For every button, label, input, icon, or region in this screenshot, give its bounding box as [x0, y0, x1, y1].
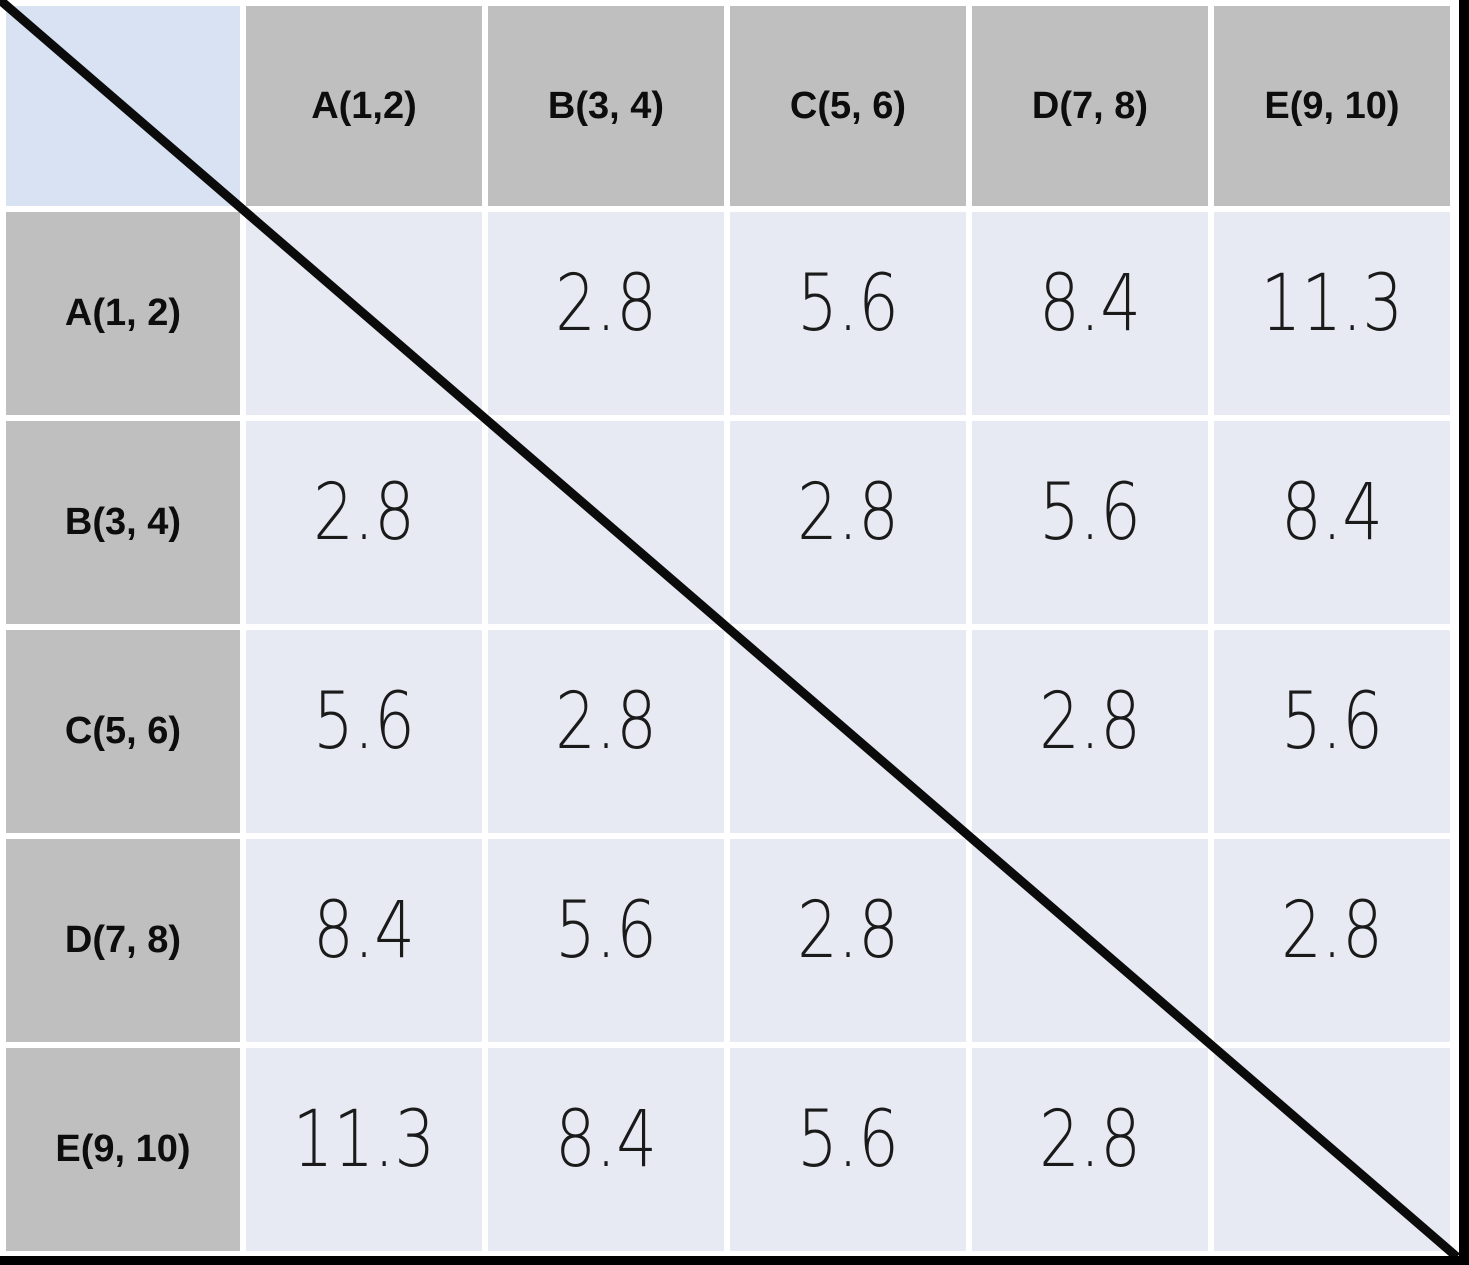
- cell-b-d: 5.6: [972, 421, 1208, 624]
- cell-d-e: 2.8: [1214, 839, 1450, 1042]
- cell-e-e: [1214, 1048, 1450, 1251]
- cell-a-e: 11.3: [1214, 212, 1450, 415]
- cell-c-d: 2.8: [972, 630, 1208, 833]
- row-header-c: C(5, 6): [6, 630, 240, 833]
- table-row: D(7, 8) 8.4 5.6 2.8 2.8: [6, 839, 1450, 1042]
- cell-c-c: [730, 630, 966, 833]
- cell-a-c: 5.6: [730, 212, 966, 415]
- corner-cell: [6, 6, 240, 206]
- table-row: A(1, 2) 2.8 5.6 8.4 11.3: [6, 212, 1450, 415]
- cell-e-d: 2.8: [972, 1048, 1208, 1251]
- cell-e-c: 5.6: [730, 1048, 966, 1251]
- cell-b-c: 2.8: [730, 421, 966, 624]
- column-header-b: B(3, 4): [488, 6, 724, 206]
- cell-e-a: 11.3: [246, 1048, 482, 1251]
- cell-a-a: [246, 212, 482, 415]
- table-row: E(9, 10) 11.3 8.4 5.6 2.8: [6, 1048, 1450, 1251]
- cell-a-b: 2.8: [488, 212, 724, 415]
- cell-c-b: 2.8: [488, 630, 724, 833]
- table-row: B(3, 4) 2.8 2.8 5.6 8.4: [6, 421, 1450, 624]
- cell-d-b: 5.6: [488, 839, 724, 1042]
- cell-b-e: 8.4: [1214, 421, 1450, 624]
- row-header-b: B(3, 4): [6, 421, 240, 624]
- cell-d-d: [972, 839, 1208, 1042]
- row-header-a: A(1, 2): [6, 212, 240, 415]
- cell-c-e: 5.6: [1214, 630, 1450, 833]
- cell-a-d: 8.4: [972, 212, 1208, 415]
- cell-c-a: 5.6: [246, 630, 482, 833]
- row-header-e: E(9, 10): [6, 1048, 240, 1251]
- cell-e-b: 8.4: [488, 1048, 724, 1251]
- right-edge-bar: [1459, 0, 1469, 1265]
- cell-d-a: 8.4: [246, 839, 482, 1042]
- bottom-edge-bar: [0, 1256, 1469, 1265]
- row-header-d: D(7, 8): [6, 839, 240, 1042]
- column-header-a: A(1,2): [246, 6, 482, 206]
- column-header-d: D(7, 8): [972, 6, 1208, 206]
- cell-d-c: 2.8: [730, 839, 966, 1042]
- table-row: C(5, 6) 5.6 2.8 2.8 5.6: [6, 630, 1450, 833]
- cell-b-b: [488, 421, 724, 624]
- column-header-e: E(9, 10): [1214, 6, 1450, 206]
- cell-b-a: 2.8: [246, 421, 482, 624]
- column-header-c: C(5, 6): [730, 6, 966, 206]
